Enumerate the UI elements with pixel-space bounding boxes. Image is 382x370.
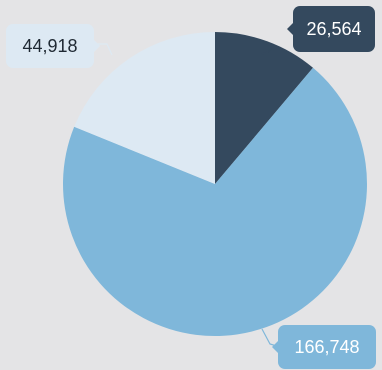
data-label-2: 166,748 [294,337,359,357]
data-label-tail-3 [94,40,100,52]
pie-slice-1[interactable] [215,32,313,184]
data-label-3: 44,918 [22,36,77,56]
pie-slice-2[interactable] [62,67,367,336]
data-label-tail-2 [272,341,278,353]
leader-line-3 [96,43,113,56]
leader-line-1 [261,47,273,55]
data-label-box-3 [6,24,94,68]
data-label-box-1 [293,6,375,52]
pie-slice-3[interactable] [74,32,215,184]
pie-slices [62,32,367,336]
data-label-box-2 [278,325,376,369]
data-label-tail-1 [287,23,293,35]
data-label-1: 26,564 [306,19,361,39]
